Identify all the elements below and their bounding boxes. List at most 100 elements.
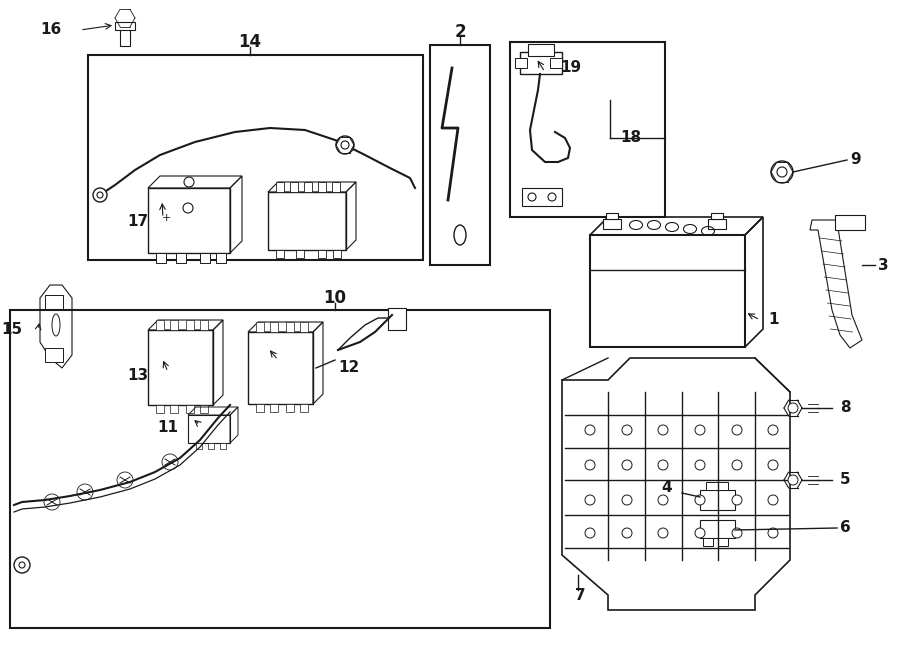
Circle shape xyxy=(788,475,798,485)
Text: +: + xyxy=(161,213,171,223)
Circle shape xyxy=(183,203,193,213)
Circle shape xyxy=(768,460,778,470)
Text: 15: 15 xyxy=(1,323,22,338)
Bar xyxy=(268,192,346,250)
Bar xyxy=(208,443,214,449)
Circle shape xyxy=(695,495,705,505)
Text: 8: 8 xyxy=(840,401,850,416)
Circle shape xyxy=(768,528,778,538)
Text: 9: 9 xyxy=(850,153,860,167)
Circle shape xyxy=(788,403,798,413)
Bar xyxy=(318,182,326,192)
Bar xyxy=(290,182,298,192)
Circle shape xyxy=(14,557,30,573)
Text: 17: 17 xyxy=(127,215,148,229)
Bar xyxy=(115,22,135,30)
Circle shape xyxy=(658,528,668,538)
Circle shape xyxy=(585,460,595,470)
Bar xyxy=(706,482,728,490)
Text: 12: 12 xyxy=(338,360,359,375)
Bar xyxy=(286,404,294,412)
Circle shape xyxy=(695,425,705,435)
Bar xyxy=(148,188,230,253)
Bar xyxy=(300,404,308,412)
Text: 1: 1 xyxy=(768,313,778,327)
Circle shape xyxy=(622,460,632,470)
Bar xyxy=(248,332,313,404)
Bar xyxy=(270,322,278,332)
Circle shape xyxy=(19,562,25,568)
Bar xyxy=(510,42,665,217)
Bar xyxy=(515,58,527,68)
Circle shape xyxy=(768,425,778,435)
Text: 5: 5 xyxy=(840,473,850,488)
Bar xyxy=(835,215,865,230)
Text: 7: 7 xyxy=(575,588,586,602)
Circle shape xyxy=(528,193,536,201)
Bar xyxy=(528,44,554,56)
Text: 13: 13 xyxy=(127,368,148,383)
Text: 10: 10 xyxy=(323,289,346,307)
Bar xyxy=(430,45,490,265)
Text: 14: 14 xyxy=(238,33,262,51)
Circle shape xyxy=(777,167,787,177)
Bar xyxy=(718,538,728,546)
Text: 19: 19 xyxy=(560,61,581,75)
Bar xyxy=(333,250,341,258)
Text: 6: 6 xyxy=(840,520,850,535)
Bar xyxy=(708,219,726,229)
Bar xyxy=(388,308,406,330)
Circle shape xyxy=(585,495,595,505)
Bar xyxy=(186,405,194,413)
Text: 2: 2 xyxy=(454,23,466,41)
Circle shape xyxy=(622,425,632,435)
Bar xyxy=(196,443,202,449)
Bar xyxy=(550,58,562,68)
Bar xyxy=(200,405,208,413)
Circle shape xyxy=(695,460,705,470)
Circle shape xyxy=(732,425,742,435)
Circle shape xyxy=(771,161,793,183)
Bar xyxy=(296,250,304,258)
Bar xyxy=(700,490,735,510)
Text: 18: 18 xyxy=(620,130,641,145)
Bar xyxy=(332,182,340,192)
Circle shape xyxy=(97,192,103,198)
Bar xyxy=(522,188,562,206)
Bar xyxy=(304,182,312,192)
Circle shape xyxy=(341,141,349,149)
Bar xyxy=(256,404,264,412)
Bar xyxy=(156,253,166,263)
Circle shape xyxy=(768,495,778,505)
Bar xyxy=(276,250,284,258)
Circle shape xyxy=(622,528,632,538)
Text: 16: 16 xyxy=(40,22,62,38)
Bar xyxy=(156,405,164,413)
Bar xyxy=(170,405,178,413)
Circle shape xyxy=(658,495,668,505)
Text: 3: 3 xyxy=(878,258,888,272)
Bar xyxy=(10,310,550,628)
Bar xyxy=(606,213,618,219)
Bar xyxy=(286,322,294,332)
Bar xyxy=(603,219,621,229)
Bar xyxy=(156,320,164,330)
Bar xyxy=(276,182,284,192)
Bar xyxy=(300,322,308,332)
Bar xyxy=(148,330,213,405)
Bar xyxy=(703,538,713,546)
Circle shape xyxy=(336,136,354,154)
Circle shape xyxy=(548,193,556,201)
Bar xyxy=(200,320,208,330)
Bar xyxy=(45,348,63,362)
Bar xyxy=(256,322,264,332)
Text: 4: 4 xyxy=(662,481,672,496)
Circle shape xyxy=(184,177,194,187)
Bar xyxy=(200,253,210,263)
Bar xyxy=(188,415,230,443)
Circle shape xyxy=(585,425,595,435)
Bar xyxy=(120,28,130,46)
Bar xyxy=(590,235,745,347)
Bar xyxy=(520,52,562,74)
Bar xyxy=(176,253,186,263)
